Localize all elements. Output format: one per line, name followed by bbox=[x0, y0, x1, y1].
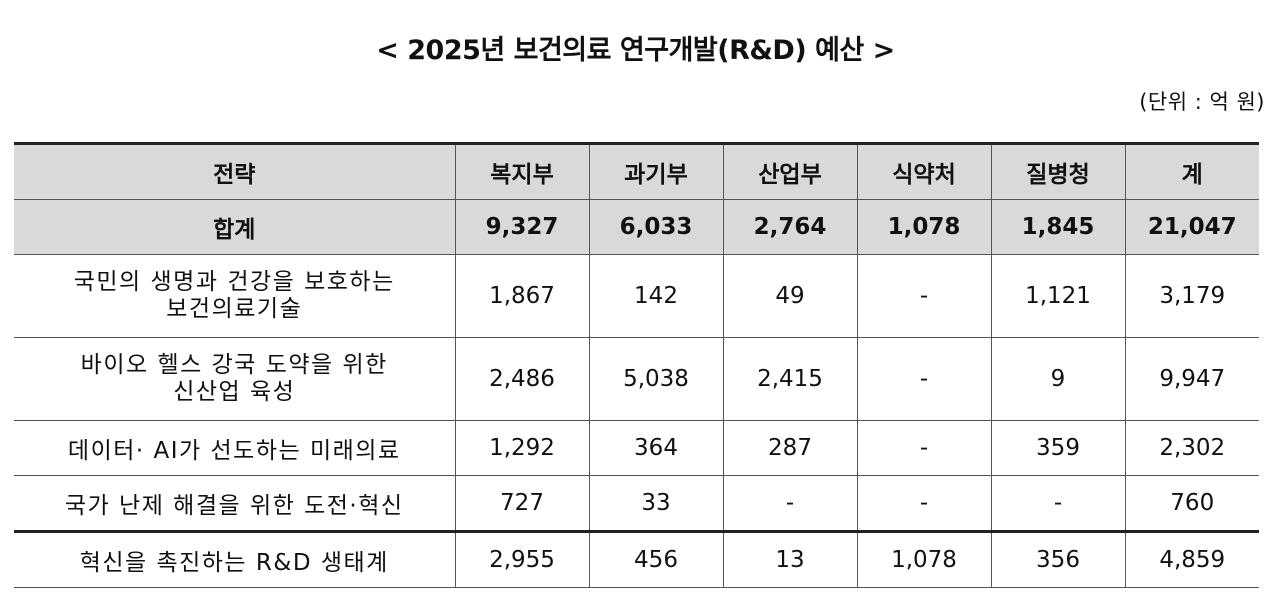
value-cell: 49 bbox=[722, 254, 858, 338]
total-cell: 21,047 bbox=[1124, 199, 1259, 255]
value-cell: 1,292 bbox=[454, 420, 590, 476]
value-cell: 356 bbox=[990, 530, 1126, 588]
table-row: 국가 난제 해결을 위한 도전·혁신 727 33 - - - 760 bbox=[14, 475, 1259, 532]
value-cell: - bbox=[856, 337, 992, 421]
header-sum: 계 bbox=[1124, 142, 1259, 200]
value-cell: - bbox=[722, 475, 858, 532]
value-cell: 13 bbox=[722, 530, 858, 588]
unit-label: (단위 : 억 원) bbox=[1139, 90, 1265, 114]
value-cell: 142 bbox=[588, 254, 724, 338]
strategy-line: 신산업 육성 bbox=[173, 379, 296, 405]
header-row: 전략 복지부 과기부 산업부 식약처 질병청 계 bbox=[14, 142, 1259, 200]
header-strategy: 전략 bbox=[14, 142, 456, 200]
table-row: 데이터· AI가 선도하는 미래의료 1,292 364 287 - 359 2… bbox=[14, 420, 1259, 476]
value-cell: 2,415 bbox=[722, 337, 858, 421]
value-cell: 287 bbox=[722, 420, 858, 476]
strategy-line: 바이오 헬스 강국 도약을 위한 bbox=[80, 352, 388, 378]
value-cell: - bbox=[856, 420, 992, 476]
total-label: 합계 bbox=[14, 199, 456, 255]
strategy-cell: 바이오 헬스 강국 도약을 위한 신산업 육성 bbox=[14, 337, 456, 421]
value-cell: 1,078 bbox=[856, 530, 992, 588]
total-cell: 1,078 bbox=[856, 199, 992, 255]
value-cell: 2,486 bbox=[454, 337, 590, 421]
value-cell: - bbox=[990, 475, 1126, 532]
strategy-cell: 국민의 생명과 건강을 보호하는 보건의료기술 bbox=[14, 254, 456, 338]
value-cell: 1,867 bbox=[454, 254, 590, 338]
header-kdca: 질병청 bbox=[990, 142, 1126, 200]
strategy-cell: 국가 난제 해결을 위한 도전·혁신 bbox=[14, 475, 456, 532]
value-cell: 456 bbox=[588, 530, 724, 588]
budget-table: 전략 복지부 과기부 산업부 식약처 질병청 계 합계 9,327 6,033 … bbox=[14, 142, 1259, 588]
header-mohw: 복지부 bbox=[454, 142, 590, 200]
value-cell: 2,302 bbox=[1124, 420, 1259, 476]
value-cell: 727 bbox=[454, 475, 590, 532]
strategy-line: 국민의 생명과 건강을 보호하는 bbox=[73, 269, 395, 295]
value-cell: 364 bbox=[588, 420, 724, 476]
header-motie: 산업부 bbox=[722, 142, 858, 200]
value-cell: 3,179 bbox=[1124, 254, 1259, 338]
value-cell: - bbox=[856, 475, 992, 532]
value-cell: - bbox=[856, 254, 992, 338]
value-cell: 5,038 bbox=[588, 337, 724, 421]
total-cell: 9,327 bbox=[454, 199, 590, 255]
table-row: 바이오 헬스 강국 도약을 위한 신산업 육성 2,486 5,038 2,41… bbox=[14, 337, 1259, 421]
value-cell: 760 bbox=[1124, 475, 1259, 532]
table-row: 국민의 생명과 건강을 보호하는 보건의료기술 1,867 142 49 - 1… bbox=[14, 254, 1259, 338]
header-msit: 과기부 bbox=[588, 142, 724, 200]
total-cell: 1,845 bbox=[990, 199, 1126, 255]
value-cell: 9,947 bbox=[1124, 337, 1259, 421]
total-cell: 2,764 bbox=[722, 199, 858, 255]
header-mfds: 식약처 bbox=[856, 142, 992, 200]
value-cell: 359 bbox=[990, 420, 1126, 476]
page-title: < 2025년 보건의료 연구개발(R&D) 예산 > bbox=[376, 35, 895, 66]
strategy-line: 보건의료기술 bbox=[166, 296, 303, 322]
value-cell: 1,121 bbox=[990, 254, 1126, 338]
strategy-cell: 데이터· AI가 선도하는 미래의료 bbox=[14, 420, 456, 476]
total-cell: 6,033 bbox=[588, 199, 724, 255]
value-cell: 2,955 bbox=[454, 530, 590, 588]
value-cell: 9 bbox=[990, 337, 1126, 421]
total-row: 합계 9,327 6,033 2,764 1,078 1,845 21,047 bbox=[14, 199, 1259, 255]
value-cell: 33 bbox=[588, 475, 724, 532]
strategy-cell: 혁신을 촉진하는 R&D 생태계 bbox=[14, 530, 456, 588]
table-row: 혁신을 촉진하는 R&D 생태계 2,955 456 13 1,078 356 … bbox=[14, 530, 1259, 588]
value-cell: 4,859 bbox=[1124, 530, 1259, 588]
